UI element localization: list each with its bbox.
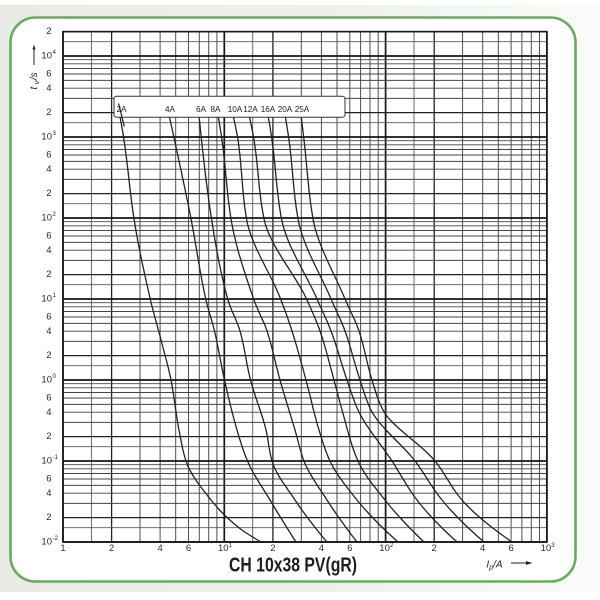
svg-text:2: 2 (46, 269, 51, 280)
svg-text:4: 4 (319, 543, 324, 554)
svg-text:10: 10 (41, 213, 52, 224)
svg-text:6: 6 (46, 69, 51, 80)
svg-text:0: 0 (53, 373, 57, 380)
svg-text:4: 4 (46, 407, 51, 418)
svg-text:2: 2 (46, 431, 51, 442)
svg-text:4: 4 (46, 326, 51, 337)
svg-text:6: 6 (46, 150, 51, 161)
svg-text:10: 10 (41, 294, 52, 305)
svg-text:4: 4 (46, 83, 51, 94)
svg-text:6: 6 (46, 474, 51, 485)
svg-text:10A: 10A (228, 105, 243, 114)
svg-text:4: 4 (480, 543, 485, 554)
svg-text:4: 4 (157, 543, 162, 554)
svg-text:10: 10 (41, 375, 52, 386)
svg-text:6: 6 (347, 543, 352, 554)
svg-text:16A: 16A (261, 105, 276, 114)
svg-text:25A: 25A (295, 105, 310, 114)
svg-text:12A: 12A (243, 105, 258, 114)
svg-text:2: 2 (432, 543, 437, 554)
svg-text:4: 4 (53, 49, 57, 56)
svg-text:10: 10 (41, 456, 52, 467)
svg-text:-1: -1 (53, 454, 59, 461)
svg-text:4: 4 (46, 245, 51, 256)
svg-text:Ip/A: Ip/A (486, 560, 502, 572)
svg-text:4A: 4A (165, 105, 176, 114)
svg-text:10: 10 (541, 543, 552, 554)
svg-text:6: 6 (186, 543, 191, 554)
svg-text:2: 2 (46, 107, 51, 118)
svg-text:2A: 2A (116, 105, 127, 114)
svg-text:6: 6 (46, 231, 51, 242)
svg-text:8A: 8A (210, 105, 221, 114)
svg-text:2: 2 (46, 512, 51, 523)
svg-text:6: 6 (508, 543, 513, 554)
svg-text:6A: 6A (196, 105, 207, 114)
svg-text:1: 1 (53, 292, 57, 299)
svg-text:1: 1 (229, 542, 233, 549)
svg-text:2: 2 (46, 188, 51, 199)
svg-text:10: 10 (41, 132, 52, 143)
svg-text:10: 10 (379, 543, 390, 554)
svg-text:6: 6 (46, 393, 51, 404)
svg-text:4: 4 (46, 488, 51, 499)
svg-text:3: 3 (53, 130, 57, 137)
svg-text:2: 2 (270, 543, 275, 554)
svg-text:-2: -2 (53, 535, 59, 542)
svg-text:20A: 20A (278, 105, 293, 114)
svg-text:v: v (34, 80, 41, 84)
svg-text:10: 10 (218, 543, 229, 554)
svg-text:10: 10 (41, 537, 52, 548)
svg-text:6: 6 (46, 312, 51, 323)
svg-text:2: 2 (390, 542, 394, 549)
svg-text:t: t (29, 86, 40, 90)
svg-text:10: 10 (41, 51, 52, 62)
svg-text:2: 2 (53, 211, 57, 218)
svg-text:2: 2 (46, 350, 51, 361)
svg-text:1: 1 (60, 543, 65, 554)
svg-text:/s: /s (29, 72, 40, 81)
svg-text:2: 2 (46, 26, 51, 37)
svg-text:4: 4 (46, 164, 51, 175)
svg-text:2: 2 (109, 543, 114, 554)
svg-text:3: 3 (551, 542, 555, 549)
svg-text:CH 10x38 PV(gR): CH 10x38 PV(gR) (229, 552, 357, 576)
